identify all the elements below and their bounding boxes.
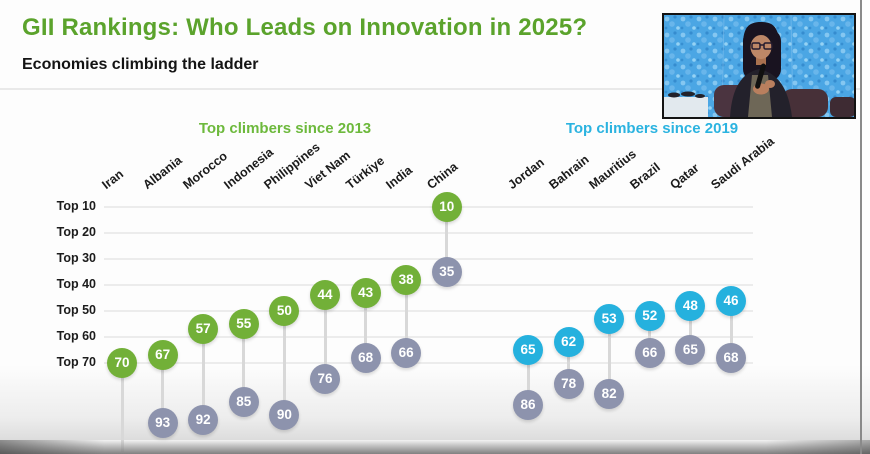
rank-connector-india [404, 279, 408, 353]
speaker-video-overlay [662, 13, 856, 119]
country-label-albania: Albania [139, 153, 185, 192]
gridline-top-40 [104, 284, 753, 286]
country-label-saudi-arabia: Saudi Arabia [708, 134, 777, 192]
gridline-top-70 [104, 362, 753, 364]
past-rank-circle-brazil: 66 [634, 337, 665, 368]
past-rank-circle-jordan: 86 [513, 389, 543, 420]
country-label-iran: Iran [99, 166, 127, 192]
page-title: GII Rankings: Who Leads on Innovation in… [22, 14, 588, 41]
rank-connector-indonesia [242, 324, 246, 402]
current-rank-circle-albania: 67 [147, 340, 178, 371]
rank-connector-viet-nam [323, 295, 327, 379]
rank-connector-qatar [688, 305, 692, 350]
table [664, 97, 708, 117]
current-rank-circle-brazil: 52 [634, 301, 665, 332]
rank-connector-philippines [282, 311, 286, 415]
video-letterbox-bar [0, 440, 870, 454]
y-axis-label-top-40: Top 40 [56, 277, 96, 291]
gridline-top-10 [104, 206, 753, 208]
current-rank-circle-saudi-arabia: 46 [716, 285, 746, 316]
gridline-top-60 [104, 336, 753, 338]
past-rank-circle-bahrain: 78 [553, 368, 584, 399]
rank-connector-brazil [648, 316, 652, 353]
group-label-2013: Top climbers since 2013 [198, 120, 372, 137]
past-rank-circle-india: 66 [391, 337, 422, 368]
rank-connector-morocco [201, 329, 205, 421]
country-label-india: India [383, 163, 416, 192]
current-rank-circle-morocco: 57 [188, 314, 219, 345]
rank-connector-china [445, 207, 449, 272]
header-divider [0, 88, 860, 90]
country-label-morocco: Morocco [180, 148, 231, 192]
past-rank-circle-mauritius: 82 [594, 379, 625, 410]
y-axis-label-top-50: Top 50 [56, 303, 96, 317]
country-label-bahrain: Bahrain [545, 152, 592, 192]
current-rank-circle-iran: 70 [107, 348, 137, 378]
rank-connector-bahrain [567, 342, 571, 384]
past-rank-circle-philippines: 90 [269, 400, 300, 430]
current-rank-circle-qatar: 48 [675, 290, 706, 321]
current-rank-circle-india: 38 [391, 264, 422, 295]
current-rank-circle-china: 10 [431, 192, 462, 222]
rank-connector-saudi-arabia [729, 300, 733, 358]
y-axis-label-top-60: Top 60 [56, 329, 96, 343]
current-rank-circle-philippines: 50 [269, 296, 300, 326]
rank-connector-albania [161, 355, 165, 423]
country-label-jordan: Jordan [505, 155, 547, 192]
rank-connector-türkiye [364, 292, 368, 358]
chart-bottom-fade [0, 365, 870, 440]
y-axis-label-top-10: Top 10 [56, 199, 96, 213]
past-rank-circle-morocco: 92 [188, 405, 219, 436]
past-rank-circle-viet-nam: 76 [310, 363, 340, 394]
current-rank-circle-türkiye: 43 [350, 277, 381, 308]
past-rank-circle-indonesia: 85 [228, 387, 259, 417]
current-rank-circle-viet-nam: 44 [310, 280, 340, 311]
rank-connector-iran [120, 363, 124, 452]
current-rank-circle-jordan: 65 [513, 335, 543, 365]
speaker-illustration [664, 15, 854, 117]
current-rank-circle-indonesia: 55 [228, 309, 259, 339]
page-subtitle: Economies climbing the ladder [22, 56, 259, 73]
gridline-top-50 [104, 310, 753, 312]
gridline-top-30 [104, 258, 753, 260]
country-label-qatar: Qatar [667, 160, 703, 192]
microphone-icon [755, 63, 766, 89]
past-rank-circle-saudi-arabia: 68 [716, 342, 746, 373]
glasses-icon [751, 42, 761, 50]
country-label-brazil: Brazil [627, 160, 663, 192]
group-label-2019: Top climbers since 2019 [565, 120, 739, 137]
rank-connector-mauritius [607, 318, 611, 395]
past-rank-circle-türkiye: 68 [350, 342, 381, 373]
y-axis-label-top-70: Top 70 [56, 355, 96, 369]
gridline-top-20 [104, 232, 753, 234]
current-rank-circle-mauritius: 53 [594, 303, 625, 334]
y-axis-label-top-20: Top 20 [56, 225, 96, 239]
y-axis-label-top-30: Top 30 [56, 251, 96, 265]
armchair-right [782, 89, 828, 117]
past-rank-circle-albania: 93 [147, 407, 178, 438]
current-rank-circle-bahrain: 62 [553, 327, 584, 358]
right-edge-divider [860, 0, 862, 454]
past-rank-circle-china: 35 [431, 257, 462, 287]
past-rank-circle-qatar: 65 [675, 335, 706, 365]
rank-connector-jordan [526, 350, 530, 405]
country-label-china: China [424, 159, 461, 192]
speaker-person [730, 22, 792, 117]
